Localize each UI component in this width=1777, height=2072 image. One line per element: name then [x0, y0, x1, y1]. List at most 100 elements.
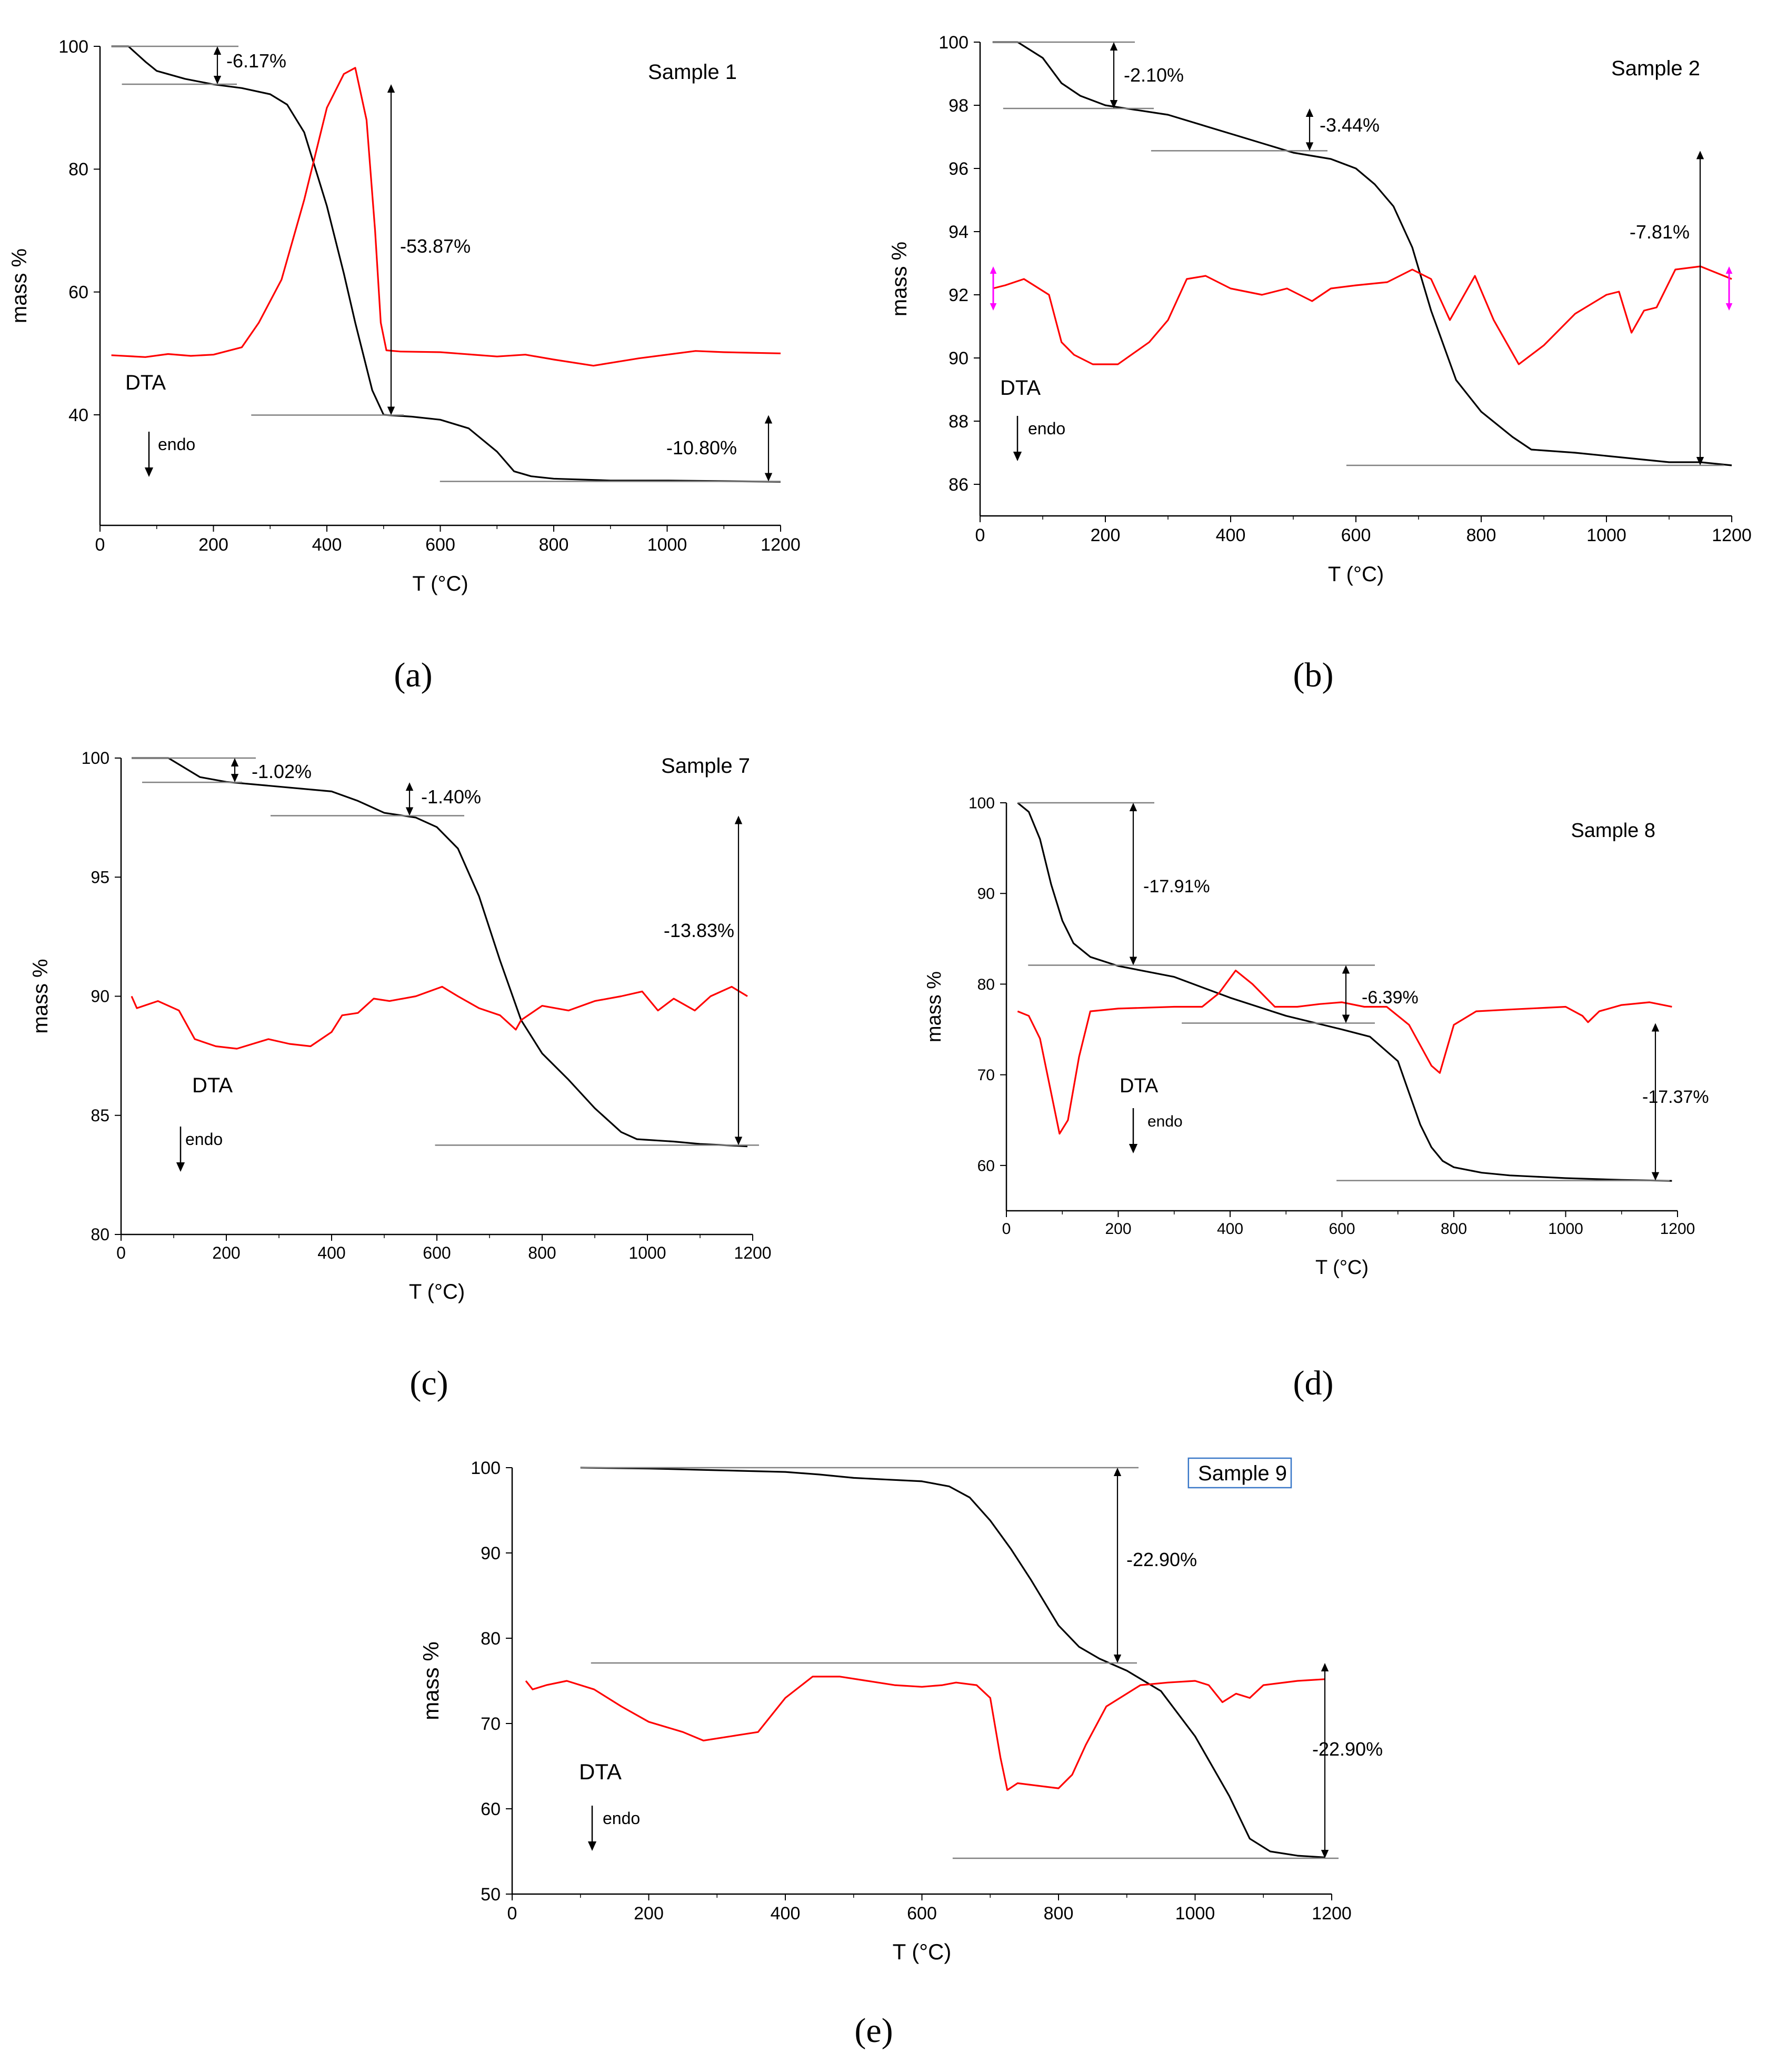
y-tick-label: 80	[68, 160, 88, 180]
marker-head-up	[990, 266, 997, 274]
y-tick-label: 40	[68, 405, 88, 425]
y-axis-label: mass %	[29, 959, 52, 1033]
tg-curve	[132, 757, 748, 1148]
x-axis-label: T (°C)	[412, 572, 468, 595]
x-tick-label: 1000	[1548, 1220, 1583, 1238]
arrow-head-down	[1342, 1014, 1350, 1023]
dta-label: DTA	[1000, 376, 1041, 400]
mass-loss-label: -6.17%	[226, 50, 286, 72]
x-tick-label: 1000	[628, 1243, 666, 1262]
x-tick-label: 0	[507, 1904, 517, 1924]
endo-arrow-head	[587, 1841, 597, 1851]
x-tick-label: 600	[907, 1904, 937, 1924]
arrow-head-down	[1305, 142, 1314, 151]
endo-arrow-head	[1013, 452, 1022, 461]
mass-loss-label: -7.81%	[1630, 221, 1690, 243]
arrow-head-up	[1342, 965, 1350, 974]
tg-curve	[111, 45, 781, 483]
marker-head-up	[1725, 266, 1733, 274]
mass-loss-label: -22.90%	[1126, 1549, 1197, 1570]
x-tick-label: 600	[423, 1243, 451, 1262]
x-axis-label: T (°C)	[409, 1280, 465, 1303]
y-tick-label: 88	[949, 412, 969, 432]
arrow-head-up	[1129, 803, 1137, 811]
panel-label-b: (b)	[1293, 656, 1334, 694]
chart-title: Sample 2	[1611, 57, 1700, 80]
x-tick-label: 800	[528, 1243, 556, 1262]
dta-curve	[111, 67, 781, 367]
mass-loss-label: -13.83%	[664, 920, 734, 941]
y-tick-label: 94	[949, 222, 969, 242]
arrow-head-down	[213, 75, 222, 84]
marker-head-down	[990, 303, 997, 311]
x-tick-label: 200	[1105, 1220, 1131, 1238]
x-tick-label: 1200	[1712, 525, 1752, 545]
endo-label: endo	[185, 1130, 223, 1149]
arrow-head-down	[1113, 1654, 1122, 1663]
x-tick-label: 200	[634, 1904, 664, 1924]
y-tick-label: 90	[949, 348, 969, 368]
arrow-head-down	[405, 807, 414, 816]
y-tick-label: 80	[481, 1629, 501, 1649]
dta-curve	[1017, 970, 1672, 1135]
y-axis-label: mass %	[418, 1641, 443, 1720]
x-tick-label: 400	[312, 535, 342, 555]
x-axis-label: T (°C)	[1328, 563, 1384, 586]
mass-loss-label: -3.44%	[1320, 114, 1380, 136]
title-frame	[1187, 1457, 1292, 1489]
arrow-head-up	[231, 758, 239, 766]
arrow-head-up	[387, 84, 395, 93]
y-axis-label: mass %	[923, 971, 945, 1042]
arrow-head-up	[1651, 1023, 1660, 1032]
x-tick-label: 800	[539, 535, 569, 555]
panel-label-a: (a)	[394, 656, 433, 694]
mass-loss-label: -2.10%	[1124, 64, 1184, 86]
x-tick-label: 600	[1341, 525, 1371, 545]
x-tick-label: 200	[198, 535, 228, 555]
y-tick-label: 92	[949, 285, 969, 305]
arrow-head-up	[405, 782, 414, 791]
panel-label-d: (d)	[1293, 1364, 1334, 1402]
dta-curve	[525, 1676, 1325, 1791]
arrow-head-down	[1321, 1849, 1329, 1858]
arrow-head-down	[1129, 957, 1137, 965]
x-tick-label: 200	[1091, 525, 1121, 545]
endo-arrow-head	[1129, 1144, 1138, 1153]
x-tick-label: 200	[212, 1243, 240, 1262]
arrow-head-down	[387, 406, 395, 415]
x-tick-label: 0	[975, 525, 985, 545]
endo-label: endo	[1147, 1113, 1183, 1130]
arrow-head-up	[1321, 1662, 1329, 1671]
x-tick-label: 0	[1002, 1220, 1011, 1238]
x-tick-label: 1000	[647, 535, 687, 555]
chart-title: Sample 7	[661, 754, 750, 778]
y-tick-label: 95	[91, 868, 109, 886]
y-tick-label: 100	[82, 749, 109, 768]
panel-label-c: (c)	[410, 1364, 448, 1402]
y-tick-label: 80	[977, 976, 995, 993]
y-tick-label: 100	[939, 33, 969, 53]
mass-loss-label: -22.90%	[1312, 1738, 1383, 1760]
x-tick-label: 800	[1441, 1220, 1467, 1238]
x-tick-label: 1000	[1586, 525, 1626, 545]
chart-panel-1: 0 200 400 600 800 1000 1200 40 60 80 100 T (°C) mass…	[8, 37, 801, 595]
x-tick-label: 400	[317, 1243, 345, 1262]
dta-label: DTA	[579, 1759, 622, 1784]
x-tick-label: 0	[116, 1243, 126, 1262]
mass-loss-label: -17.37%	[1642, 1087, 1709, 1107]
chart-panel-2: 0 200 400 600 800 1000 1200 86 88 90 92 94 96 98 100 T …	[888, 33, 1752, 586]
x-axis-label: T (°C)	[1315, 1257, 1369, 1279]
x-tick-label: 600	[425, 535, 455, 555]
endo-arrow-head	[176, 1162, 185, 1172]
dta-label: DTA	[125, 371, 166, 394]
arrow-head-down	[764, 473, 773, 482]
endo-label: endo	[603, 1809, 640, 1828]
arrow-head-up	[1110, 42, 1118, 51]
y-tick-label: 70	[977, 1067, 995, 1084]
x-tick-label: 400	[1217, 1220, 1243, 1238]
arrow-head-up	[1113, 1468, 1122, 1476]
x-tick-label: 400	[771, 1904, 801, 1924]
x-tick-label: 1200	[761, 535, 801, 555]
y-tick-label: 85	[91, 1106, 109, 1125]
